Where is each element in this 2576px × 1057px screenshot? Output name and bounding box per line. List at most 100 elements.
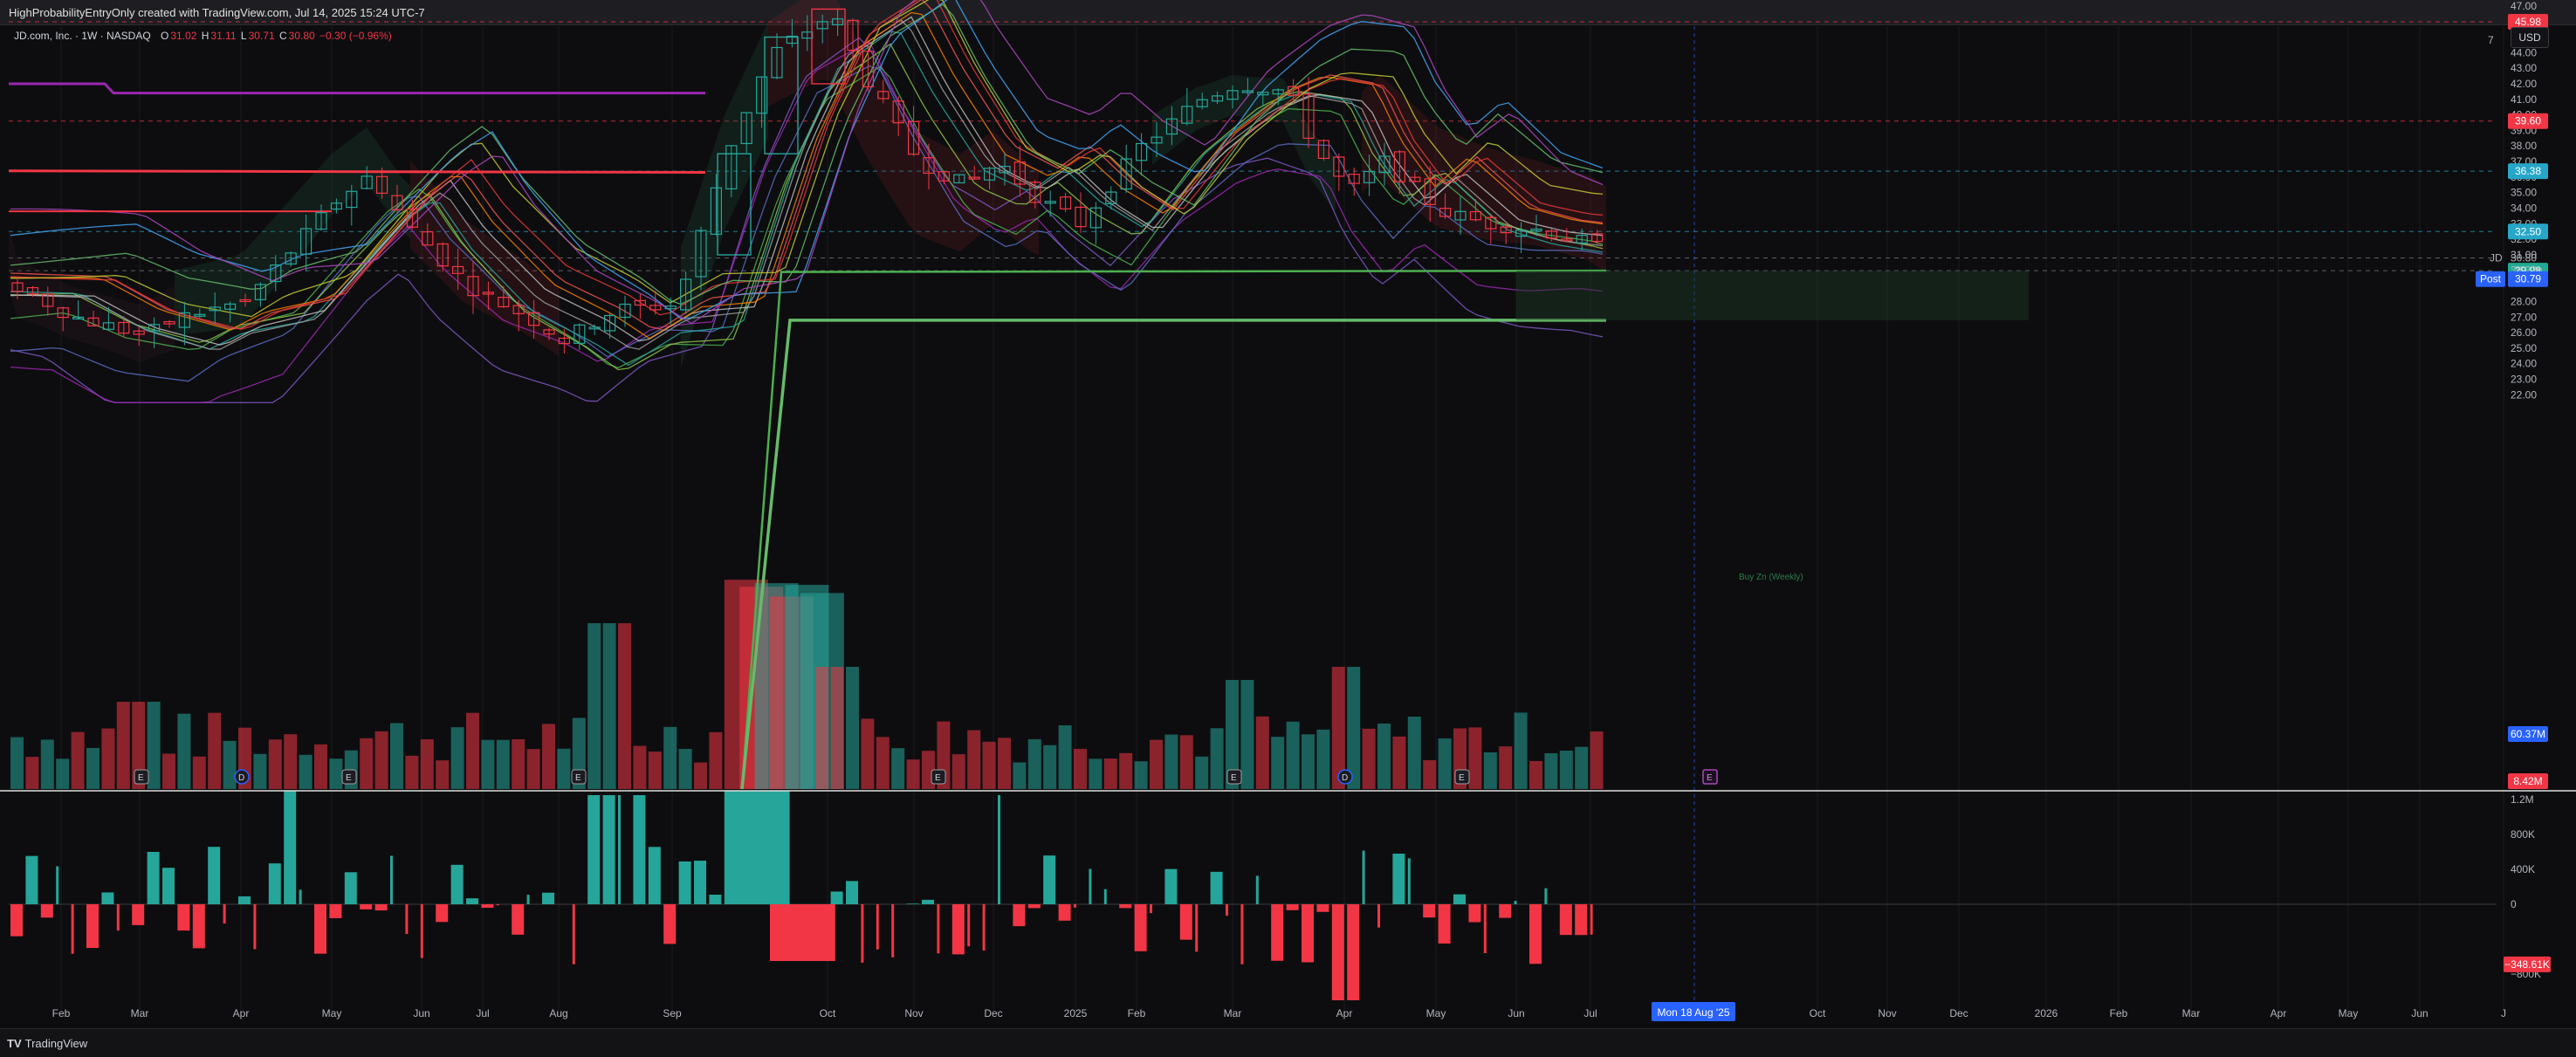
osc-bar — [846, 881, 858, 904]
time-tick: Apr — [1336, 1007, 1353, 1019]
volume-bar — [421, 739, 434, 789]
osc-bar — [1013, 904, 1025, 926]
osc-bar — [983, 904, 986, 951]
earnings-letter: E — [1707, 773, 1713, 783]
osc-bar — [1560, 904, 1572, 935]
candle[interactable] — [635, 294, 645, 319]
candle[interactable] — [620, 296, 630, 327]
price-badge[interactable]: 32.50 — [2508, 223, 2548, 239]
change-value: −0.30 (−0.96%) — [319, 30, 392, 42]
earnings-marker[interactable]: E — [134, 770, 148, 784]
osc-bar — [193, 904, 205, 948]
price-tick: 25.00 — [2511, 342, 2537, 354]
ribbon-cloud — [1362, 75, 1606, 273]
osc-bar — [1575, 904, 1587, 935]
dividend-marker[interactable]: D — [1338, 770, 1352, 784]
volume-bar — [846, 667, 859, 789]
osc-bar — [284, 791, 296, 904]
price-badge[interactable]: 36.38 — [2508, 163, 2548, 179]
osc-bar — [1332, 904, 1344, 1000]
candle[interactable] — [1090, 202, 1101, 245]
currency-button[interactable]: USD — [2511, 27, 2549, 48]
price-badge[interactable]: 39.60 — [2508, 113, 2548, 129]
close-value: 30.80 — [289, 30, 315, 42]
candle[interactable] — [1045, 190, 1055, 216]
time-tick: Jun — [413, 1007, 429, 1019]
dividend-marker[interactable]: D — [235, 770, 249, 784]
osc-bar — [1150, 904, 1152, 913]
time-tick: Oct — [820, 1007, 836, 1019]
osc-bar — [1240, 904, 1243, 964]
volume-bar — [10, 738, 24, 789]
price-tick: 34.00 — [2511, 202, 2537, 215]
candle[interactable] — [589, 325, 600, 335]
osc-bar — [952, 904, 965, 954]
price-tick: 27.00 — [2511, 311, 2537, 323]
time-tick: Oct — [1810, 1007, 1826, 1019]
time-cursor-label[interactable]: Mon 18 Aug '25 — [1652, 1002, 1735, 1021]
earnings-marker[interactable]: E — [342, 770, 356, 784]
osc-bar — [1453, 895, 1466, 904]
time-tick: Nov — [1878, 1007, 1896, 1019]
earnings-marker[interactable]: E — [931, 770, 945, 784]
open-label: O — [161, 30, 168, 42]
time-tick: 2025 — [1064, 1007, 1088, 1019]
osc-bar — [25, 856, 38, 904]
future-earnings-marker[interactable]: E — [1703, 770, 1717, 784]
osc-bar — [497, 904, 499, 905]
symbol-title[interactable]: JD.com, Inc. · 1W · NASDAQ — [14, 30, 151, 42]
earnings-marker[interactable]: E — [1227, 770, 1241, 784]
time-tick: Jul — [476, 1007, 489, 1019]
oscillator-pane[interactable] — [9, 791, 2497, 1000]
osc-tick: 1.2M — [2511, 793, 2534, 806]
volume-ma-text: 60.37M — [2511, 728, 2545, 740]
volume-bar — [1575, 747, 1588, 789]
volume-bar — [269, 739, 282, 789]
volume-bar — [709, 732, 722, 789]
volume-bar — [603, 623, 616, 789]
volume-bar — [466, 713, 479, 789]
osc-bar — [238, 896, 251, 904]
osc-bar — [101, 892, 113, 904]
osc-bar — [573, 904, 575, 964]
osc-bar — [405, 904, 408, 934]
osc-bar — [1089, 868, 1091, 904]
volume-bar — [1499, 746, 1512, 789]
osc-bar — [922, 900, 934, 904]
osc-bar — [831, 891, 843, 904]
volume-bar — [1180, 735, 1193, 789]
volume-bar — [633, 746, 646, 789]
volume-bar — [587, 623, 601, 789]
candle[interactable] — [347, 185, 357, 226]
osc-current-badge[interactable]: −348.61K — [2504, 957, 2551, 972]
candle[interactable] — [1137, 134, 1147, 176]
volume-bar — [1408, 717, 1421, 789]
volume-badge[interactable]: 8.42M — [2508, 773, 2548, 789]
earnings-letter: E — [935, 773, 941, 783]
volume-bar — [299, 755, 313, 789]
volume-bar — [405, 756, 418, 789]
earnings-marker[interactable]: E — [572, 770, 586, 784]
earnings-letter: E — [575, 773, 581, 783]
osc-current-text: −348.61K — [2504, 958, 2550, 971]
volume-bar — [1515, 712, 1528, 789]
volume-bar — [1590, 731, 1604, 789]
candle[interactable] — [1061, 193, 1071, 212]
volume-bars — [10, 580, 1604, 789]
time-tick: Feb — [1128, 1007, 1146, 1019]
volume-bar — [56, 758, 69, 789]
volume-ma-badge[interactable]: 60.37M — [2508, 726, 2548, 742]
buy-zone-box[interactable] — [1516, 271, 2029, 320]
volume-bar — [177, 714, 190, 789]
osc-bar — [208, 847, 220, 904]
earnings-marker[interactable]: E — [1455, 770, 1469, 784]
osc-bar — [755, 791, 790, 904]
volume-bar — [1439, 738, 1452, 789]
volume-bar — [1074, 749, 1087, 789]
volume-bar — [542, 724, 555, 789]
candle[interactable] — [605, 313, 615, 338]
